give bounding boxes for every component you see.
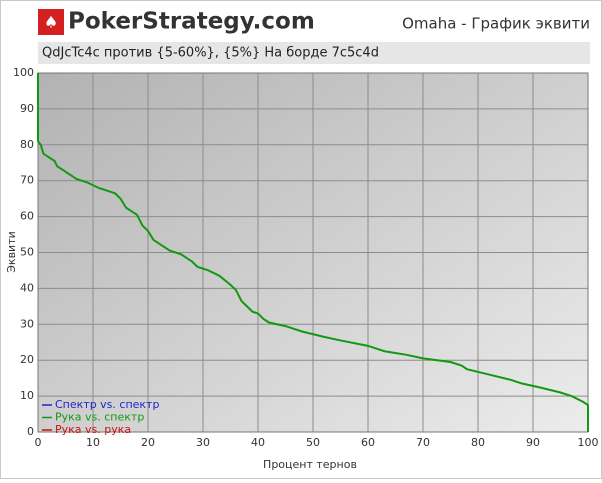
y-tick-label: 80	[20, 138, 34, 151]
y-tick-label: 20	[20, 353, 34, 366]
x-tick-label: 20	[141, 436, 155, 449]
logo-text: PokerStrategy.com	[68, 9, 315, 35]
legend-label: Рука vs. рука	[55, 423, 131, 436]
y-tick-label: 30	[20, 317, 34, 330]
legend-label: Спектр vs. спектр	[55, 398, 159, 411]
x-tick-label: 80	[471, 436, 485, 449]
y-tick-label: 50	[20, 246, 34, 259]
x-tick-label: 10	[86, 436, 100, 449]
logo-icon	[38, 9, 64, 35]
x-tick-label: 90	[526, 436, 540, 449]
subtitle-bar	[38, 42, 590, 64]
x-tick-label: 50	[306, 436, 320, 449]
x-tick-label: 70	[416, 436, 430, 449]
x-tick-label: 60	[361, 436, 375, 449]
x-tick-label: 30	[196, 436, 210, 449]
logo-suit: ♠	[44, 13, 58, 32]
x-tick-label: 0	[35, 436, 42, 449]
y-tick-label: 90	[20, 102, 34, 115]
y-tick-label: 60	[20, 210, 34, 223]
legend-label: Рука vs. спектр	[55, 411, 144, 424]
y-tick-label: 100	[13, 66, 34, 79]
y-tick-label: 10	[20, 389, 34, 402]
y-tick-label: 70	[20, 174, 34, 187]
plot-border	[37, 72, 589, 433]
x-tick-label: 100	[578, 436, 599, 449]
chart-title: Omaha - График эквити	[402, 15, 590, 33]
x-tick-label: 40	[251, 436, 265, 449]
y-axis-label: Эквити	[5, 231, 18, 273]
series-line	[37, 73, 589, 432]
x-axis-label: Процент тернов	[263, 458, 357, 471]
y-tick-label: 40	[20, 281, 34, 294]
subtitle: QdJcTc4c против {5-60%}, {5%} На борде 7…	[42, 46, 379, 61]
y-tick-label: 0	[27, 425, 34, 438]
